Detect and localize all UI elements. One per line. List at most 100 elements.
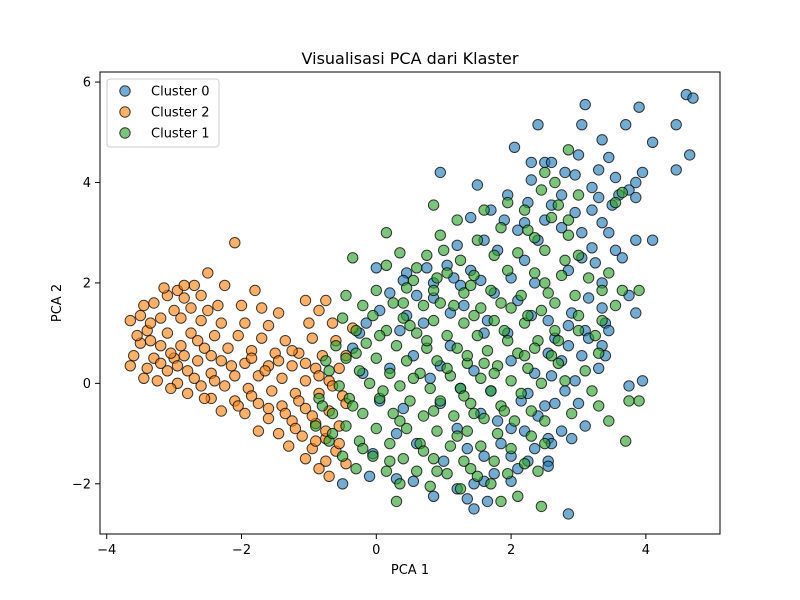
data-point [495,222,507,234]
data-point [363,377,376,389]
data-point [539,437,551,450]
data-point [552,335,564,347]
data-point [394,415,406,427]
data-point [539,277,551,289]
data-point [326,427,339,440]
data-point [559,385,571,397]
data-point [326,407,339,420]
data-point [141,362,153,374]
data-point [390,427,403,440]
data-point [181,365,194,377]
data-point [562,319,575,332]
data-point [384,437,396,450]
data-point [498,405,510,417]
data-point [569,375,581,387]
data-point [232,400,244,412]
data-point [596,314,608,327]
data-point [566,432,578,445]
data-point [465,463,477,475]
data-point [515,387,527,400]
data-point [596,217,608,229]
data-point [468,269,480,282]
data-point [495,495,507,508]
data-point [478,412,490,425]
data-point [219,380,231,392]
data-point [545,350,558,362]
data-point [283,440,295,452]
data-point [229,237,241,249]
data-point [229,370,241,382]
data-point [495,437,507,450]
data-point [434,166,446,179]
data-point [512,247,524,259]
data-point [535,304,548,317]
data-point [468,407,480,420]
data-point [384,287,396,299]
x-tick-label: 0 [372,543,380,558]
data-point [522,224,534,236]
data-point [569,169,581,181]
data-point [620,435,632,447]
data-point [427,284,440,297]
data-point [485,478,497,490]
data-point [475,372,487,384]
data-point [417,317,430,329]
data-point [424,382,436,395]
data-point [461,442,473,455]
data-point [407,475,420,487]
data-point [646,234,659,246]
data-point [185,302,197,314]
data-point [427,453,440,465]
data-point [175,312,187,324]
data-point [336,312,349,324]
data-point [421,262,433,274]
data-point [195,289,207,302]
data-point [259,365,271,377]
data-point [633,101,645,113]
data-point [330,340,342,352]
data-point [377,385,389,397]
data-point [316,400,329,412]
data-point [155,357,167,369]
data-point [562,229,575,241]
data-point [566,407,578,420]
data-point [394,247,406,259]
data-point [623,395,635,407]
data-point [397,297,409,309]
data-point [441,468,453,480]
data-point [593,400,605,412]
data-point [347,252,359,264]
data-point [569,289,581,302]
data-point [205,350,217,362]
series-cluster-1 [310,144,645,513]
data-point [488,455,500,467]
data-point [512,224,524,236]
data-point [215,317,228,329]
data-point [458,317,470,329]
data-point [427,199,440,211]
data-point [586,242,598,254]
legend-label: Cluster 2 [151,106,210,121]
data-point [468,309,480,322]
data-point [454,483,467,495]
data-point [508,415,521,427]
data-point [387,297,399,309]
data-point [485,385,497,397]
data-point [431,272,443,284]
data-point [458,299,470,312]
data-point [434,395,446,407]
data-point [535,184,548,196]
data-point [505,302,517,314]
data-point [357,299,369,312]
data-point [400,282,413,294]
data-point [404,395,416,407]
data-point [397,312,409,324]
data-point [451,239,463,252]
data-point [431,465,443,477]
data-point [431,425,443,437]
data-point [289,422,302,435]
y-tick-label: −2 [72,477,91,492]
legend-label: Cluster 1 [151,127,210,142]
data-point [417,299,430,312]
data-point [131,329,143,342]
